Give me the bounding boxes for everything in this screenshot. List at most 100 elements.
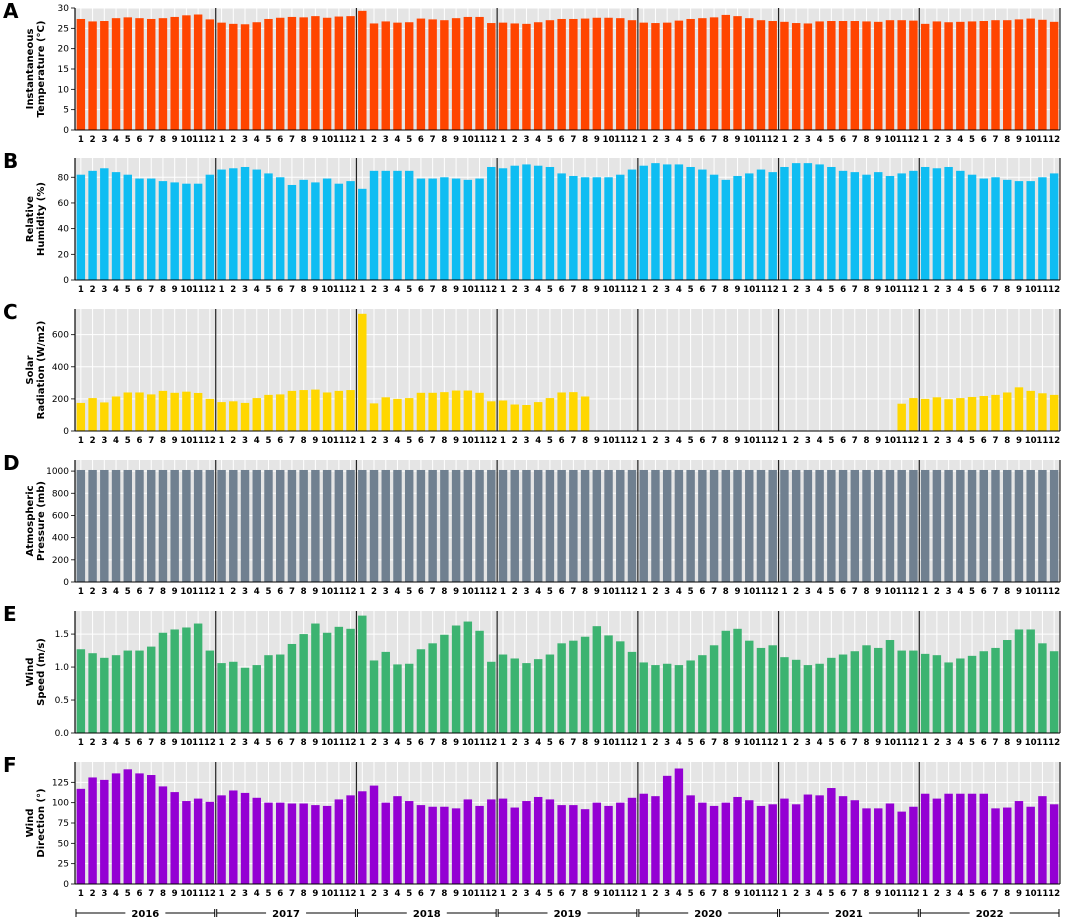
bar <box>569 469 578 582</box>
x-tick-label: 3 <box>101 285 107 295</box>
bar <box>135 773 144 884</box>
y-axis-label-line: Radiation (W/m2) <box>36 321 47 420</box>
bar <box>193 392 203 431</box>
bar <box>346 390 355 431</box>
bar <box>791 23 801 130</box>
x-tick-label: 6 <box>699 587 705 597</box>
bar <box>463 16 473 130</box>
x-tick-label: 5 <box>125 587 131 597</box>
bar <box>604 17 613 130</box>
bar <box>827 788 836 884</box>
x-tick-label: 3 <box>946 738 952 748</box>
x-tick-label: 1 <box>641 285 647 295</box>
year-label: 2017 <box>272 909 300 920</box>
bar <box>709 805 719 884</box>
bar <box>545 20 555 131</box>
x-tick-label: 5 <box>125 436 131 446</box>
bar <box>440 392 449 431</box>
x-tick-label: 5 <box>547 135 553 145</box>
bar <box>475 469 484 582</box>
x-tick-label: 1 <box>78 587 84 597</box>
x-tick-label: 10 <box>603 285 615 295</box>
x-tick-label: 2 <box>230 587 236 597</box>
bar <box>404 663 414 733</box>
bar <box>616 18 625 131</box>
bar <box>545 469 555 582</box>
x-tick-label: 10 <box>1025 285 1037 295</box>
bar <box>135 178 144 280</box>
bar <box>1038 796 1047 884</box>
bar <box>1049 804 1059 884</box>
x-tick-label: 12 <box>485 285 497 295</box>
x-tick-label: 8 <box>582 587 588 597</box>
x-tick-label: 11 <box>192 135 204 145</box>
x-tick-label: 5 <box>969 135 975 145</box>
bar <box>780 166 789 280</box>
bar <box>193 469 203 582</box>
bar <box>662 775 672 884</box>
y-tick-label: 200 <box>52 556 69 566</box>
bar <box>111 773 121 884</box>
x-tick-label: 12 <box>345 738 357 748</box>
x-tick-label: 9 <box>172 135 178 145</box>
bar <box>721 630 731 733</box>
bar <box>979 396 989 431</box>
bar <box>334 16 344 130</box>
x-tick-label: 1 <box>500 738 506 748</box>
x-tick-label: 11 <box>192 738 204 748</box>
bar <box>674 469 684 582</box>
bar <box>592 469 602 582</box>
x-tick-label: 8 <box>441 738 447 748</box>
x-tick-label: 10 <box>884 738 896 748</box>
bar <box>522 404 531 431</box>
x-tick-label: 2 <box>371 587 377 597</box>
bar <box>123 17 132 130</box>
bar <box>146 646 156 733</box>
bar <box>334 469 344 582</box>
bar <box>182 15 191 130</box>
x-tick-label: 9 <box>1016 285 1022 295</box>
bar <box>416 649 426 733</box>
bar <box>229 23 238 130</box>
x-tick-label: 9 <box>594 587 600 597</box>
x-tick-label: 6 <box>559 587 565 597</box>
x-tick-label: 6 <box>840 135 846 145</box>
x-tick-label: 10 <box>603 738 615 748</box>
x-tick-label: 6 <box>699 889 705 899</box>
x-tick-label: 10 <box>462 587 474 597</box>
bar <box>721 469 731 582</box>
bar <box>709 469 719 582</box>
y-axis-label: InstantaneousTemperature (°C) <box>25 21 47 118</box>
x-tick-label: 12 <box>345 285 357 295</box>
x-tick-label: 10 <box>743 285 755 295</box>
x-tick-label: 12 <box>907 738 919 748</box>
bar <box>874 647 883 733</box>
bar <box>522 663 531 733</box>
bar <box>639 662 648 733</box>
x-tick-label: 9 <box>453 587 459 597</box>
x-tick-label: 4 <box>957 135 963 145</box>
bar <box>264 18 273 131</box>
x-tick-label: 12 <box>1048 889 1060 899</box>
bar <box>428 806 437 884</box>
x-tick-label: 5 <box>406 436 412 446</box>
bar <box>158 469 168 582</box>
x-tick-label: 5 <box>688 889 694 899</box>
bar <box>146 18 156 131</box>
bar <box>756 647 766 733</box>
x-tick-label: 1 <box>500 889 506 899</box>
bar <box>592 626 602 733</box>
bar <box>1014 19 1024 131</box>
bar <box>123 174 132 280</box>
x-tick-label: 1 <box>359 436 365 446</box>
x-tick-label: 8 <box>864 135 870 145</box>
bar <box>569 640 578 733</box>
y-tick-label: 5 <box>63 106 69 116</box>
x-tick-label: 5 <box>265 285 271 295</box>
bar <box>299 469 308 582</box>
x-tick-label: 12 <box>345 436 357 446</box>
bar <box>827 469 836 582</box>
x-tick-label: 9 <box>312 285 318 295</box>
x-tick-label: 8 <box>1004 587 1010 597</box>
x-tick-label: 8 <box>1004 135 1010 145</box>
